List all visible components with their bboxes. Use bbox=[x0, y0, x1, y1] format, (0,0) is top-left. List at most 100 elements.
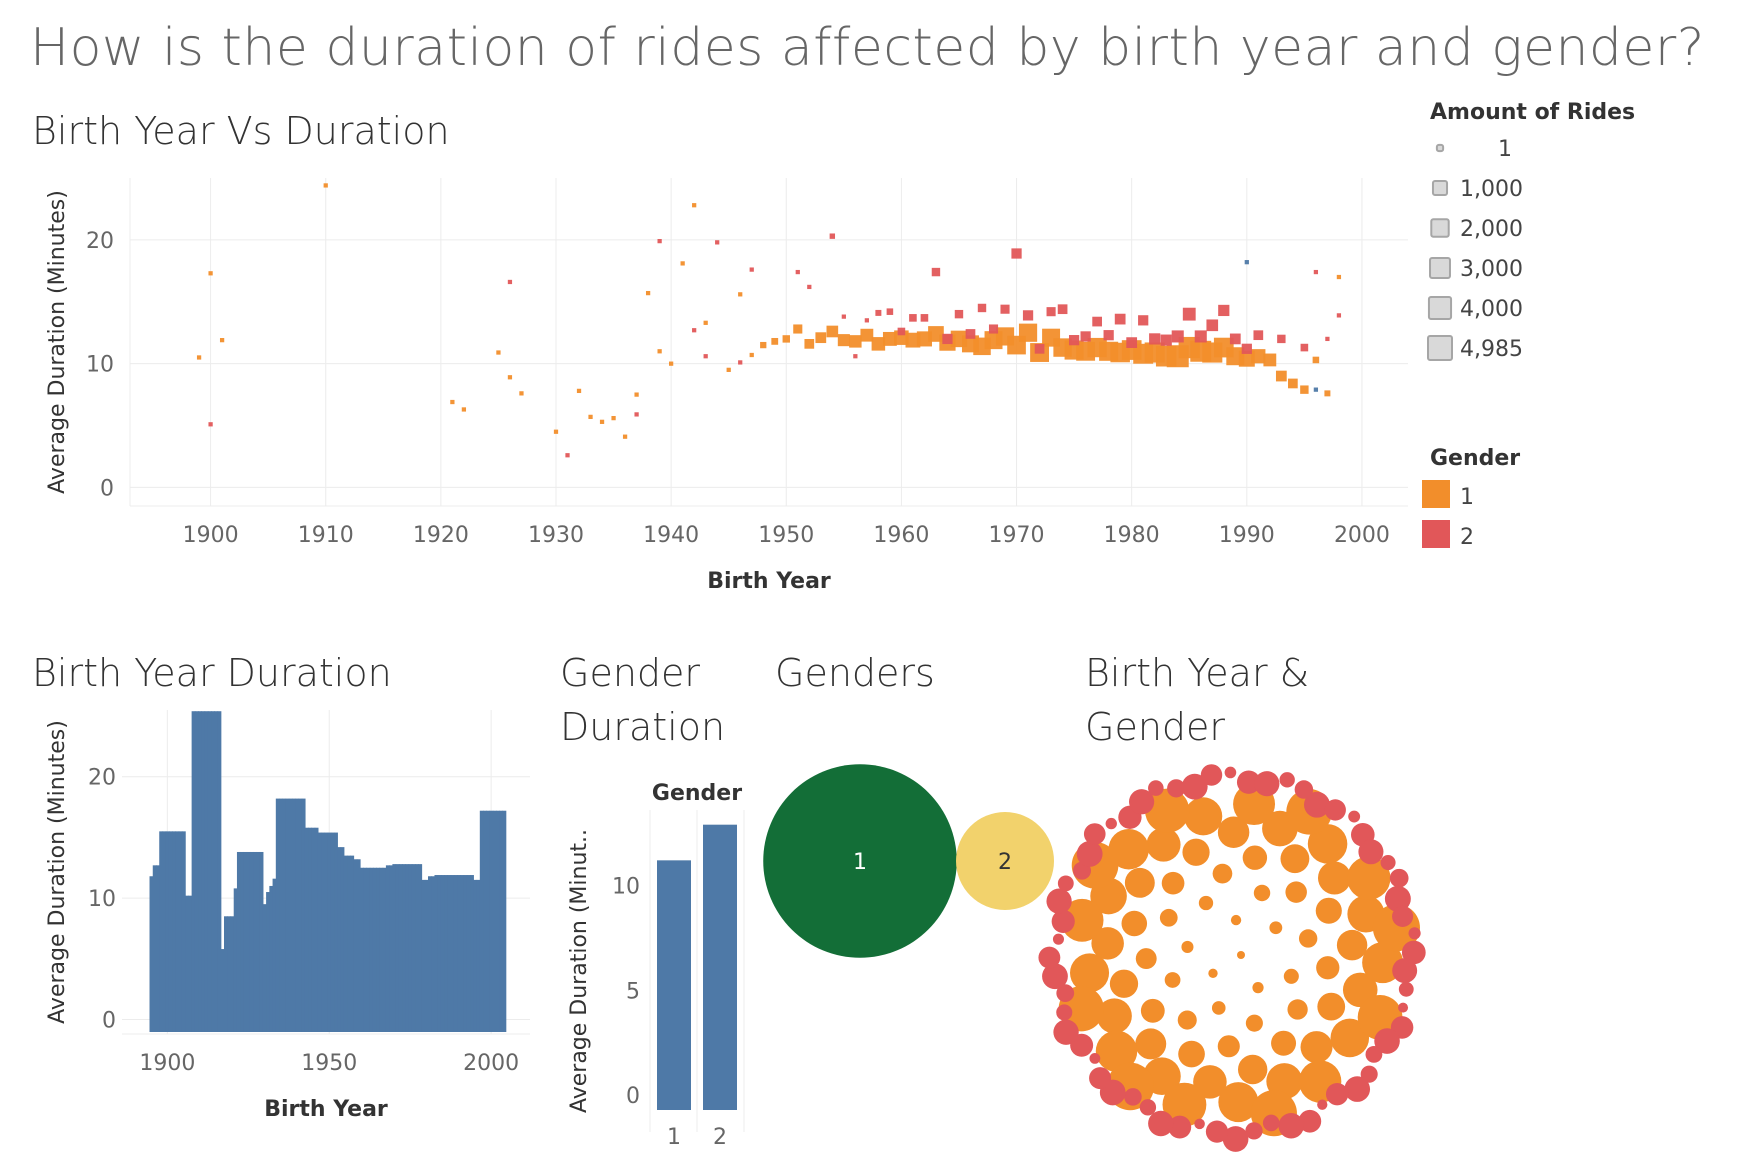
scatter-point-gender-2 bbox=[1336, 313, 1342, 318]
scatter-point-gender-1 bbox=[553, 429, 559, 434]
scatter-point-gender-1 bbox=[634, 392, 639, 397]
packed-bubble-gender-1 bbox=[1146, 827, 1181, 862]
packed-bubble-gender-1 bbox=[1252, 982, 1264, 994]
birth-bar-1911 bbox=[201, 711, 206, 1032]
birth-bar-1966 bbox=[379, 867, 384, 1032]
scatter-point-gender-2 bbox=[886, 308, 894, 315]
scatter-point-gender-1 bbox=[1336, 274, 1342, 280]
birth-bar-1937 bbox=[285, 798, 290, 1032]
scatter-point-gender-2 bbox=[208, 422, 213, 427]
scatter-point-gender-1 bbox=[657, 349, 662, 354]
birth-bar-1949 bbox=[324, 832, 329, 1032]
packed-bubble-gender-1 bbox=[1211, 1001, 1226, 1015]
packed-bubble-gender-2 bbox=[1380, 854, 1396, 871]
birth-bar-1973 bbox=[402, 864, 406, 1032]
gender-bar-y-axis-label: Average Duration (Minut.. bbox=[567, 829, 592, 1113]
packed-bubble-gender-2 bbox=[1148, 1110, 1174, 1137]
scatter-point-gender-2 bbox=[909, 314, 917, 322]
scatter-point-gender-2 bbox=[1011, 248, 1022, 259]
packed-bubble-gender-1 bbox=[1317, 861, 1352, 895]
birth-bar-1999 bbox=[486, 810, 491, 1032]
packed-bubble-gender-1 bbox=[1245, 1014, 1263, 1032]
packed-bubble-gender-2 bbox=[1317, 1099, 1328, 1110]
birth-bar-1996 bbox=[476, 879, 481, 1032]
birth-bar-1944 bbox=[308, 827, 313, 1032]
birth-bar-1967 bbox=[382, 867, 387, 1032]
packed-bubble-gender-2 bbox=[1360, 1065, 1378, 1083]
birth-bar-1980 bbox=[424, 879, 429, 1032]
scatter-point-gender-1 bbox=[771, 337, 779, 345]
gender-bar-y-tick-label: 10 bbox=[612, 875, 640, 900]
scatter-y-axis-label: Average Duration (Minutes) bbox=[45, 190, 70, 494]
scatter-point-gender-2 bbox=[1277, 334, 1286, 344]
birth-bar-1905 bbox=[181, 831, 186, 1032]
color-legend-swatch-gender-1 bbox=[1422, 480, 1450, 508]
scatter-point-gender-2 bbox=[1022, 310, 1034, 321]
birth-bar-x-tick-label: 1950 bbox=[301, 1051, 357, 1076]
birth-bar-1994 bbox=[470, 875, 474, 1032]
scatter-point-gender-1 bbox=[461, 407, 467, 412]
genders-bubble-2 bbox=[956, 812, 1054, 910]
packed-bubble-gender-2 bbox=[1279, 772, 1295, 788]
birth-bar-1984 bbox=[437, 875, 442, 1032]
birth-bar-1900 bbox=[165, 831, 170, 1032]
packed-bubble-gender-2 bbox=[1324, 799, 1346, 821]
birth-bar-x-tick-label: 2000 bbox=[463, 1051, 519, 1076]
scatter-point-gender-2 bbox=[1241, 343, 1252, 354]
scatter-point-gender-1 bbox=[599, 419, 605, 424]
scatter-point-gender-2 bbox=[1092, 316, 1102, 327]
birth-bar-1960 bbox=[360, 867, 364, 1032]
packed-bubble-gender-2 bbox=[1303, 791, 1330, 818]
gender-bar-x-tick-label: 1 bbox=[667, 1125, 681, 1150]
genders-title: Genders bbox=[775, 651, 935, 695]
packed-bubble-gender-2 bbox=[1056, 1004, 1073, 1021]
packed-bubble-gender-2 bbox=[1348, 810, 1361, 823]
birth-bar-1957 bbox=[350, 855, 355, 1032]
scatter-point-gender-1 bbox=[1251, 349, 1266, 364]
packed-bubbles-title: Birth Year & Gender bbox=[1085, 651, 1310, 749]
color-legend-swatches: 12 bbox=[1422, 480, 1474, 550]
birth-bar-1943 bbox=[304, 827, 309, 1032]
birth-bar-1990 bbox=[457, 875, 461, 1032]
birth-bar-1954 bbox=[340, 847, 345, 1032]
size-legend-swatches: 1 1,000 2,000 3,000 4,000 4,985 bbox=[1427, 137, 1523, 362]
packed-bubble-gender-1 bbox=[1283, 968, 1299, 984]
scatter-point-gender-1 bbox=[219, 338, 225, 343]
gender-bar-y-tick-label: 5 bbox=[626, 979, 640, 1004]
birth-bar-1941 bbox=[298, 798, 303, 1032]
scatter-point-gender-1 bbox=[793, 324, 803, 334]
size-legend-label: 4,000 bbox=[1460, 297, 1523, 322]
gender-bar-y-tick-label: 0 bbox=[626, 1084, 640, 1109]
scatter-point-gender-2 bbox=[692, 328, 697, 333]
packed-bubble-gender-1 bbox=[1253, 884, 1271, 902]
birth-bar-1936 bbox=[282, 798, 287, 1032]
birth-bar-1959 bbox=[356, 859, 361, 1032]
packed-bubble-gender-1 bbox=[1109, 969, 1139, 998]
packed-bubble-gender-1 bbox=[1298, 929, 1318, 948]
birth-bar-1974 bbox=[405, 864, 410, 1032]
scatter-point-gender-2 bbox=[988, 324, 999, 334]
packed-bubble-gender-2 bbox=[1365, 1045, 1383, 1063]
scatter-x-tick-label: 1900 bbox=[183, 523, 239, 548]
birth-bar-1915 bbox=[214, 711, 219, 1032]
birth-bar-1972 bbox=[398, 864, 403, 1032]
packed-bubble-gender-2 bbox=[1278, 1112, 1304, 1139]
scatter-point-gender-1 bbox=[680, 261, 685, 266]
color-legend-title: Gender bbox=[1430, 446, 1521, 471]
birth-bar-1898 bbox=[159, 831, 164, 1032]
scatter-point-gender-0 bbox=[1244, 260, 1249, 265]
packed-bubble-gender-1 bbox=[1121, 910, 1148, 937]
birth-bar-1906 bbox=[185, 895, 189, 1032]
birth-bar-1903 bbox=[175, 831, 180, 1032]
birth-bar-1956 bbox=[347, 855, 351, 1032]
birth-bar-x-tick-label: 1900 bbox=[139, 1051, 195, 1076]
birth-bar-1979 bbox=[421, 879, 426, 1032]
birth-bar-1982 bbox=[431, 876, 436, 1032]
scatter-point-gender-1 bbox=[611, 415, 616, 421]
packed-bubble-gender-1 bbox=[1135, 948, 1157, 970]
birth-bar-1897 bbox=[156, 865, 160, 1032]
birth-bar-1925 bbox=[246, 851, 251, 1032]
birth-bar-1986 bbox=[444, 875, 449, 1032]
